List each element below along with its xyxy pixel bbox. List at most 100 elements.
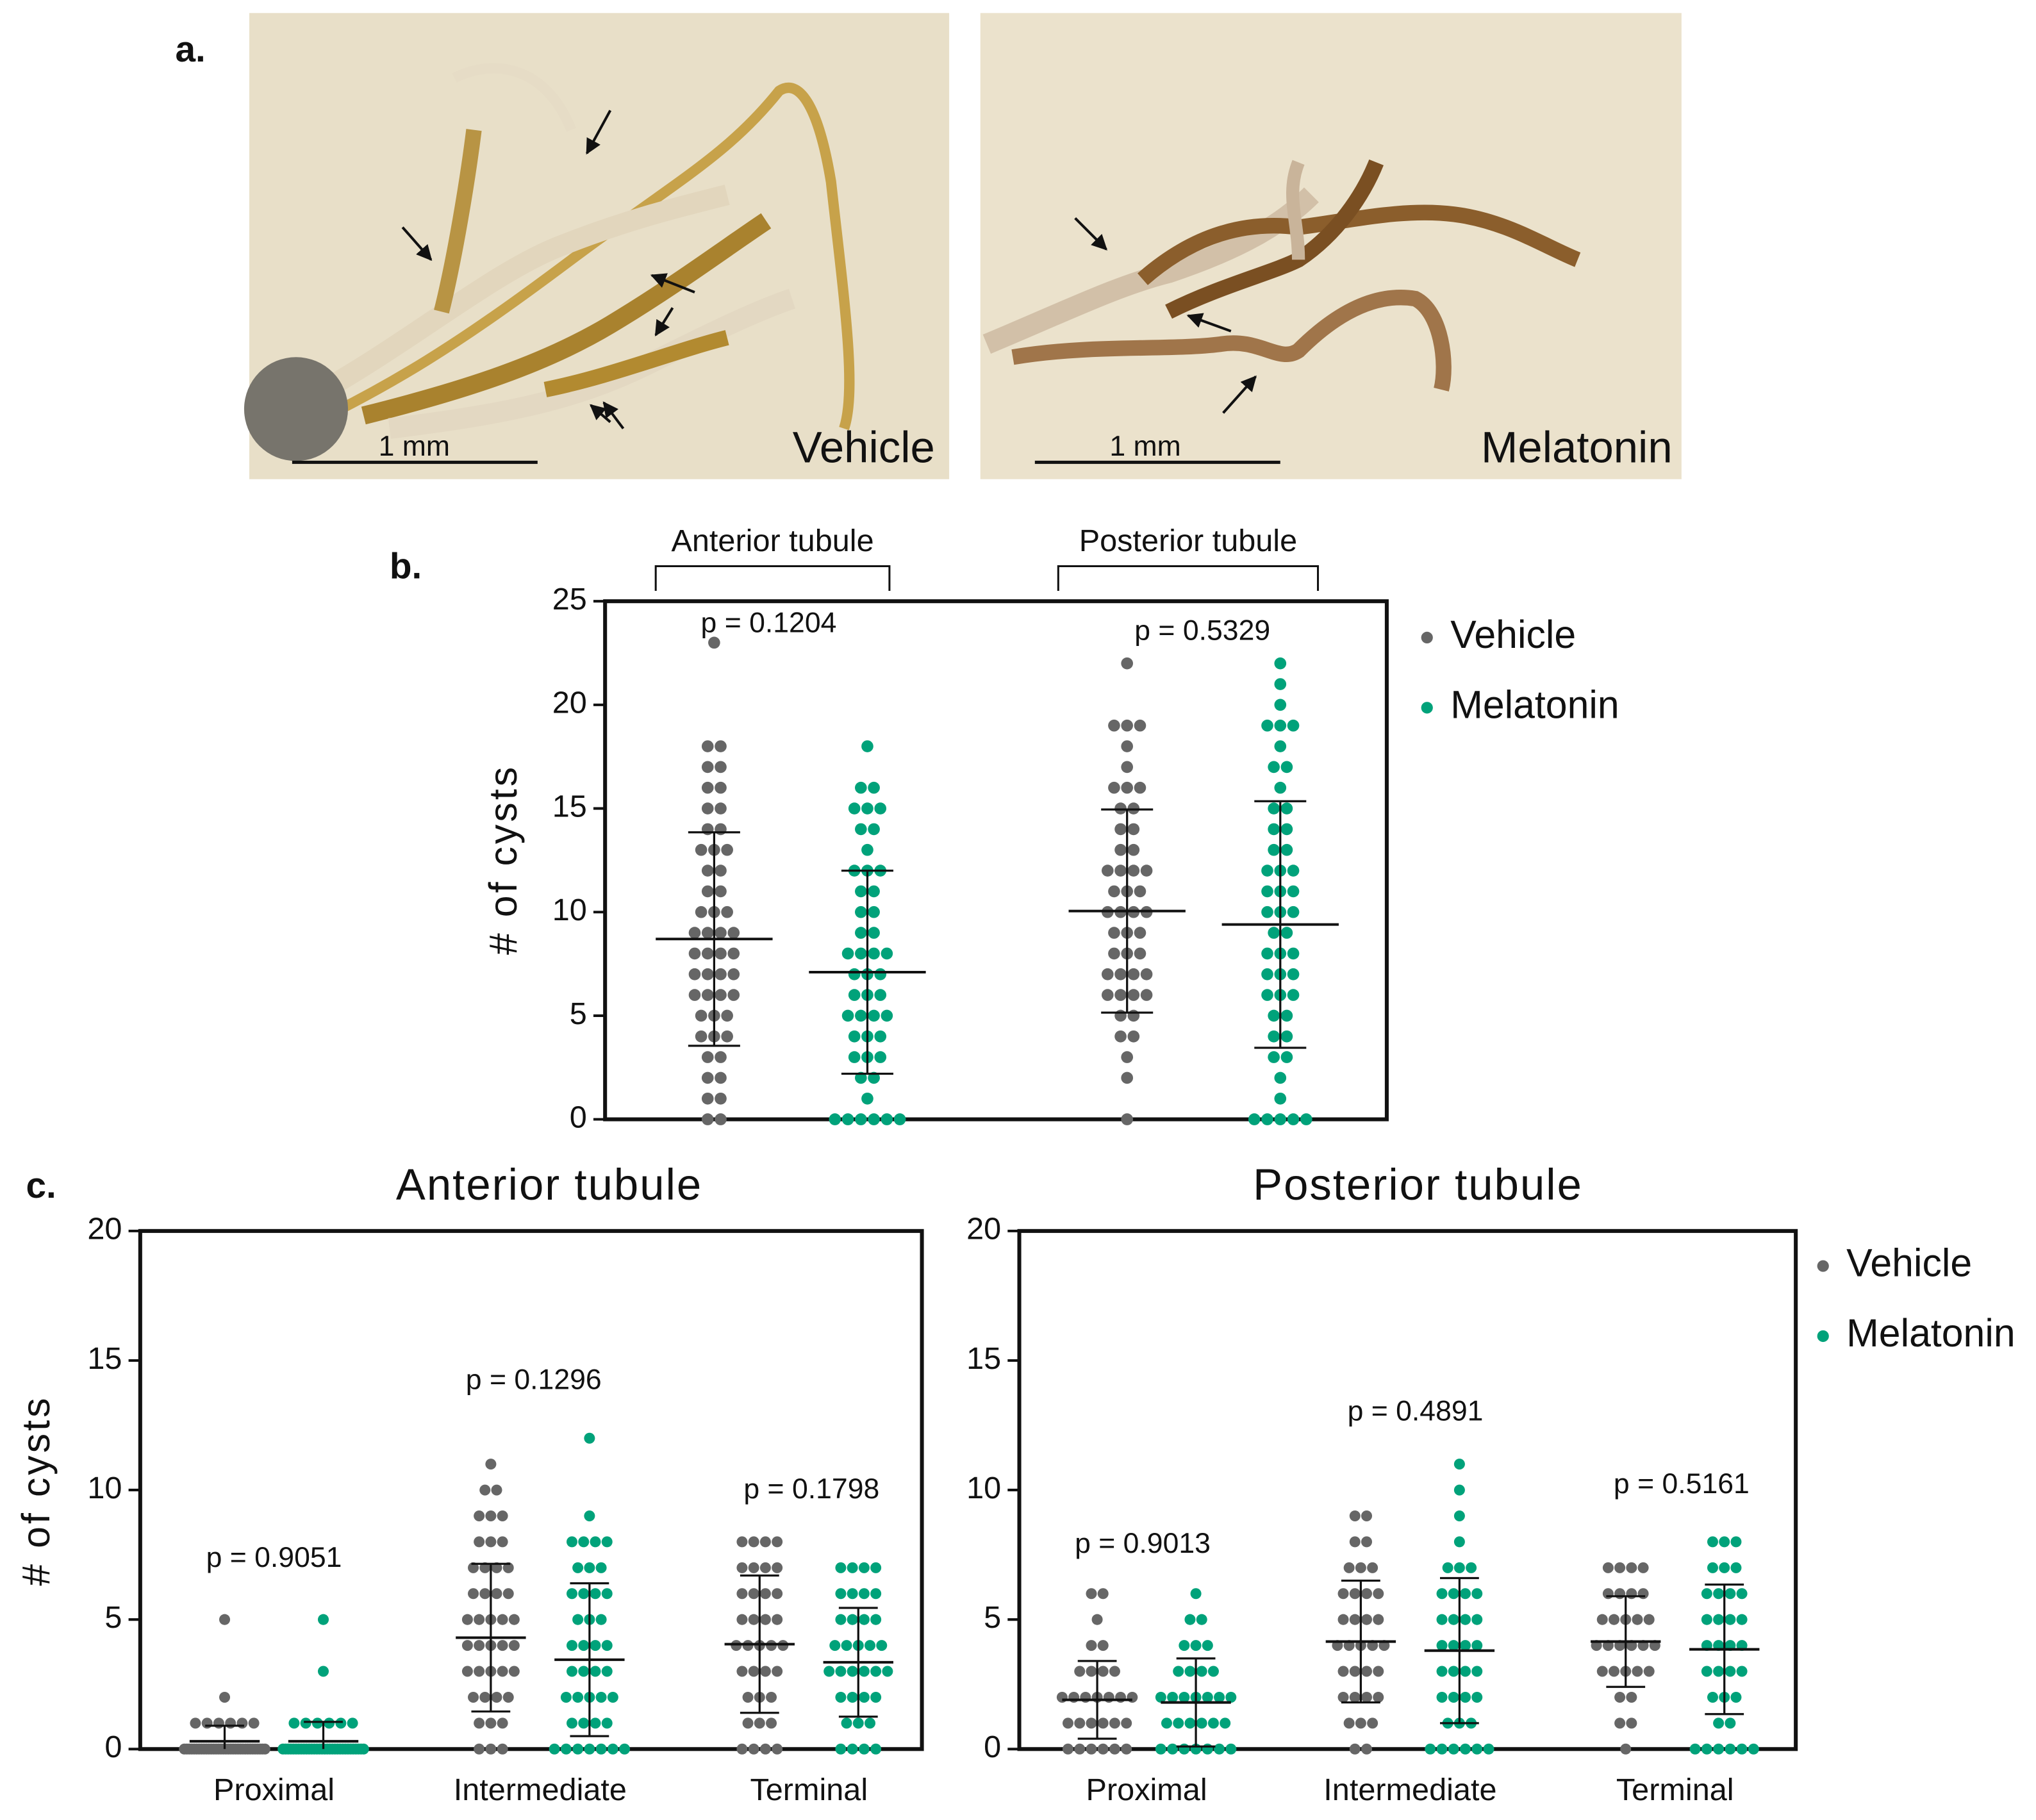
data-point bbox=[715, 781, 727, 794]
data-point bbox=[584, 1743, 595, 1755]
data-point bbox=[1261, 864, 1273, 877]
data-point bbox=[311, 1717, 323, 1729]
data-point bbox=[497, 1614, 508, 1625]
data-point bbox=[1713, 1588, 1725, 1600]
data-point bbox=[1471, 1640, 1483, 1651]
data-point bbox=[1134, 781, 1146, 794]
legend-label: Melatonin bbox=[1846, 1311, 2015, 1355]
data-point bbox=[759, 1536, 771, 1548]
data-point bbox=[1725, 1666, 1736, 1677]
data-point bbox=[1736, 1743, 1748, 1755]
error-bar bbox=[724, 1574, 795, 1714]
data-point bbox=[1274, 740, 1287, 752]
data-point bbox=[881, 1113, 893, 1125]
data-point bbox=[468, 1588, 479, 1600]
data-point bbox=[701, 1071, 714, 1084]
data-point bbox=[590, 1640, 601, 1651]
data-point bbox=[1730, 1536, 1742, 1548]
data-point bbox=[715, 927, 727, 939]
data-point bbox=[1101, 864, 1114, 877]
y-tick-label: 0 bbox=[104, 1730, 122, 1764]
data-point bbox=[1274, 1113, 1287, 1125]
error-bar bbox=[823, 1607, 893, 1718]
data-point bbox=[248, 1717, 260, 1729]
data-point bbox=[1602, 1562, 1614, 1573]
data-point bbox=[1436, 1666, 1448, 1677]
data-point bbox=[868, 1113, 880, 1125]
data-point bbox=[874, 989, 887, 1001]
data-point bbox=[595, 1691, 607, 1703]
data-point bbox=[578, 1717, 590, 1729]
data-point bbox=[855, 927, 867, 939]
data-point bbox=[748, 1666, 759, 1677]
data-point bbox=[1280, 843, 1293, 856]
x-tick-label: Intermediate bbox=[1323, 1773, 1496, 1807]
data-point bbox=[1202, 1640, 1213, 1651]
data-point bbox=[1121, 1743, 1132, 1755]
data-point bbox=[1074, 1743, 1086, 1755]
data-point bbox=[1643, 1614, 1655, 1625]
data-point bbox=[1349, 1588, 1361, 1600]
data-point bbox=[759, 1588, 771, 1600]
data-point bbox=[876, 1640, 888, 1651]
data-point bbox=[1632, 1666, 1643, 1677]
data-point bbox=[1349, 1666, 1361, 1677]
data-point bbox=[721, 906, 733, 918]
data-point bbox=[858, 1614, 870, 1625]
data-point bbox=[1086, 1666, 1097, 1677]
data-point bbox=[1196, 1666, 1207, 1677]
data-point bbox=[1121, 1717, 1132, 1729]
data-point bbox=[688, 947, 701, 960]
data-point bbox=[607, 1691, 618, 1703]
data-point bbox=[1214, 1691, 1225, 1703]
data-point bbox=[736, 1588, 748, 1600]
category-bracket bbox=[1057, 565, 1320, 591]
data-point bbox=[1614, 1717, 1626, 1729]
data-point bbox=[1167, 1743, 1179, 1755]
data-point bbox=[858, 1743, 870, 1755]
data-point bbox=[855, 781, 867, 794]
data-point bbox=[1114, 864, 1127, 877]
data-point bbox=[1713, 1743, 1725, 1755]
data-point bbox=[1268, 1009, 1280, 1022]
data-point bbox=[1287, 885, 1300, 898]
data-point bbox=[1596, 1666, 1608, 1677]
data-point bbox=[855, 885, 867, 898]
data-point bbox=[848, 1030, 861, 1043]
data-point bbox=[1453, 1536, 1465, 1548]
data-point bbox=[468, 1691, 479, 1703]
data-point bbox=[1074, 1666, 1086, 1677]
data-point bbox=[715, 947, 727, 960]
data-point bbox=[701, 740, 714, 752]
data-point bbox=[715, 823, 727, 836]
chart-title: Posterior tubule bbox=[1253, 1160, 1583, 1209]
data-point bbox=[1459, 1691, 1471, 1703]
data-point bbox=[835, 1691, 847, 1703]
data-point bbox=[1274, 781, 1287, 794]
data-point bbox=[688, 968, 701, 980]
data-point bbox=[695, 1009, 708, 1022]
data-point bbox=[1425, 1743, 1436, 1755]
panel-label: a. bbox=[176, 29, 206, 70]
data-point bbox=[1134, 885, 1146, 898]
data-point bbox=[1121, 1071, 1134, 1084]
data-point bbox=[318, 1614, 329, 1625]
data-point bbox=[1448, 1614, 1459, 1625]
data-point bbox=[300, 1717, 311, 1729]
error-bar bbox=[1325, 1579, 1396, 1704]
data-point bbox=[461, 1666, 473, 1677]
data-point bbox=[1202, 1691, 1213, 1703]
data-point bbox=[1349, 1691, 1361, 1703]
data-point bbox=[1343, 1717, 1355, 1729]
data-point bbox=[701, 1051, 714, 1063]
data-point bbox=[1101, 989, 1114, 1001]
y-tick-label: 25 bbox=[552, 582, 587, 616]
data-point bbox=[742, 1717, 754, 1729]
data-point bbox=[1114, 968, 1127, 980]
data-point bbox=[474, 1640, 485, 1651]
data-point bbox=[1274, 699, 1287, 711]
data-point bbox=[502, 1691, 514, 1703]
data-point bbox=[1127, 1009, 1140, 1022]
data-point bbox=[870, 1614, 882, 1625]
data-point bbox=[865, 1640, 876, 1651]
